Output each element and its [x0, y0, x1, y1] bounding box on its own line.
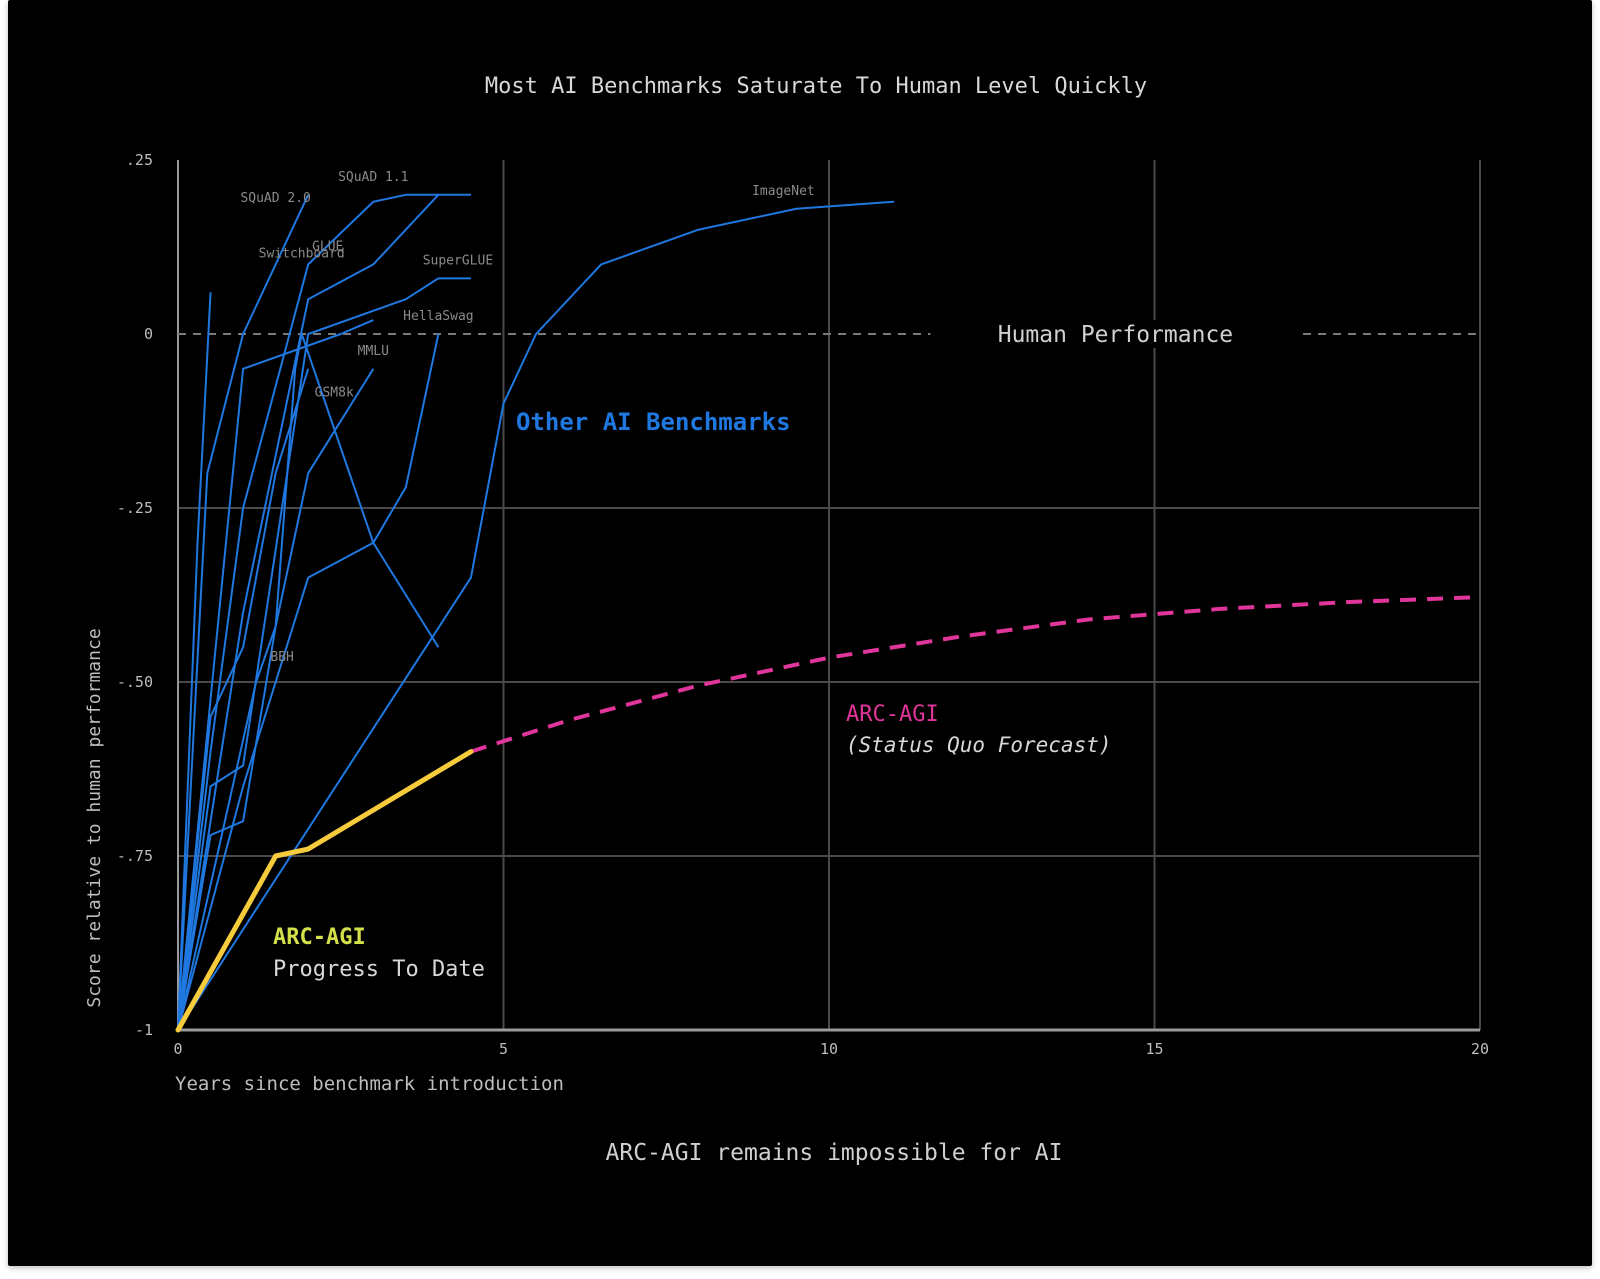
series-label-squad-1-1: SQuAD 1.1: [338, 170, 408, 185]
x-tick-label: 15: [1145, 1040, 1163, 1058]
y-tick-label: -.50: [117, 673, 153, 691]
series-line-hellaswag: [177, 333, 440, 1031]
series-line-mmlu: [177, 368, 375, 1031]
y-tick-label: 0: [144, 325, 153, 343]
arc-agi-progress-subtitle: Progress To Date: [273, 957, 485, 982]
series-line-squad-1-1: [177, 193, 471, 1031]
series-line-bbh: [177, 541, 440, 1031]
series-line-glue: [177, 194, 440, 1031]
y-tick-label: -1: [135, 1021, 153, 1039]
tick-labels: 0 5 10 15 20 .25 0 -.25 -.50 -.75 -1: [117, 151, 1489, 1058]
arc-agi-progress-title: ARC-AGI: [273, 925, 366, 950]
series-label-hellaswag: HellaSwag: [403, 309, 473, 324]
human-performance-label-bg: [930, 320, 1301, 348]
series-label-superglue: SuperGLUE: [423, 253, 493, 268]
series-line-gsm8k: [177, 368, 310, 1031]
series-line-superglue: [177, 277, 471, 1031]
series-label-gsm8k: GSM8k: [315, 386, 354, 401]
series-line-squad-2-0: [177, 194, 310, 1031]
benchmark-labels: Switchboard SQuAD 2.0 SQuAD 1.1 GLUE SuperGL…: [240, 170, 814, 665]
benchmark-series: [177, 193, 895, 1031]
footer-caption: ARC-AGI remains impossible for AI: [606, 1140, 1063, 1166]
y-axis-label: Score relative to human performance: [84, 628, 105, 1007]
x-tick-label: 5: [499, 1040, 508, 1058]
axes: [177, 160, 1480, 1032]
series-line-switchboard: [177, 292, 212, 1031]
y-tick-label: .25: [126, 151, 153, 169]
chart-frame: Most AI Benchmarks Saturate To Human Lev…: [8, 0, 1592, 1266]
chart-title: Most AI Benchmarks Saturate To Human Lev…: [485, 74, 1147, 99]
arc-agi-forecast-subtitle: (Status Quo Forecast): [846, 733, 1112, 757]
other-benchmarks-label: Other AI Benchmarks: [516, 408, 791, 436]
x-tick-label: 10: [820, 1040, 838, 1058]
arc-agi-progress-line: [175, 749, 474, 1033]
y-tick-label: -.25: [117, 499, 153, 517]
y-tick-label: -.75: [117, 847, 153, 865]
human-performance-label: Human Performance: [998, 322, 1233, 348]
series-label-glue: GLUE: [312, 239, 343, 254]
x-tick-label: 20: [1471, 1040, 1489, 1058]
arc-agi-forecast-title: ARC-AGI: [846, 702, 939, 727]
series-line-imagenet: [177, 200, 895, 1031]
series-label-mmlu: MMLU: [358, 344, 389, 359]
arc-agi-forecast-line: [470, 595, 1481, 754]
x-tick-label: 0: [173, 1040, 182, 1058]
x-axis-label: Years since benchmark introduction: [175, 1073, 564, 1095]
series-label-squad-2-0: SQuAD 2.0: [240, 191, 310, 206]
series-line-unlabeled-10: [177, 319, 374, 1031]
series-label-bbh: BBH: [270, 650, 293, 665]
series-label-switchboard: Switchboard: [259, 246, 345, 261]
chart-svg: Most AI Benchmarks Saturate To Human Lev…: [84, 74, 1489, 1166]
series-label-imagenet: ImageNet: [752, 184, 815, 199]
grid: [178, 160, 1481, 1030]
